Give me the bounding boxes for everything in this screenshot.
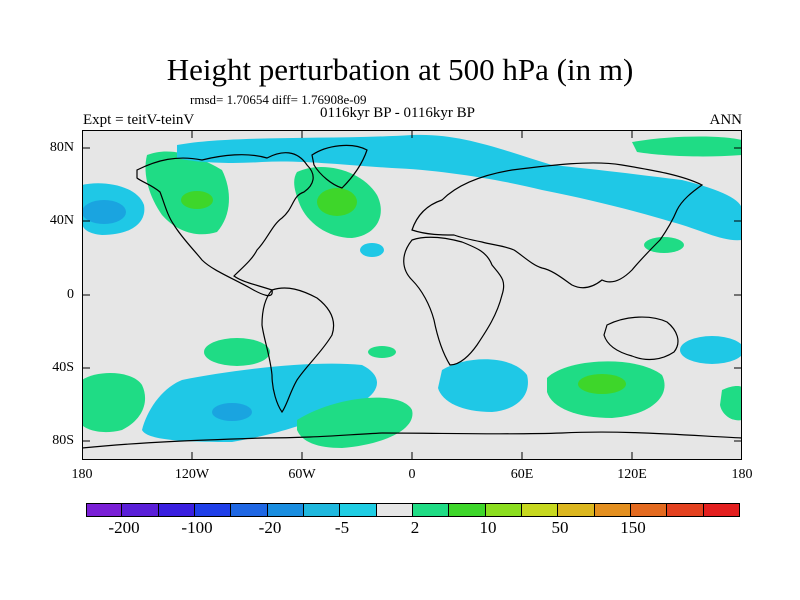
shaded-contours xyxy=(82,134,742,448)
contour-blue-s-pacific-west xyxy=(680,336,742,364)
coast-africa xyxy=(403,236,505,366)
colorbar xyxy=(86,503,740,517)
coast-south-america xyxy=(261,287,335,414)
coast-greenland xyxy=(311,144,368,189)
colorbar-cell xyxy=(122,503,159,517)
colorbar-label: 2 xyxy=(410,518,420,537)
colorbar-cell xyxy=(703,503,740,517)
contour-green-s-pacific-east xyxy=(204,338,270,366)
lat-label-0: 0 xyxy=(67,287,74,302)
coast-australia xyxy=(603,316,679,361)
lat-label-80s: 80S xyxy=(52,433,74,448)
colorbar-cell xyxy=(485,503,522,517)
colorbar-cell xyxy=(158,503,195,517)
colorbar-cell xyxy=(340,503,377,517)
contour-blue-arctic xyxy=(177,134,742,241)
lon-label-60w: 60W xyxy=(288,467,316,482)
lon-label-120e: 120E xyxy=(617,467,647,482)
lon-label-180e: 180 xyxy=(731,467,753,482)
colorbar-cell xyxy=(376,503,413,517)
contour-green-w-pacific xyxy=(644,237,684,253)
coast-antarctica xyxy=(82,431,742,449)
contour-mid-blue-n-pacific xyxy=(82,200,126,224)
lon-label-180w: 180 xyxy=(71,467,93,482)
colorbar-cell xyxy=(558,503,595,517)
contour-mid-blue-s-pacific xyxy=(212,403,252,421)
lat-label-80n: 80N xyxy=(49,140,74,155)
contour-mid-green-n-atlantic xyxy=(317,188,357,216)
colorbar-cell xyxy=(231,503,268,517)
rmsd-diff-stats: rmsd= 1.70654 diff= 1.76908e-09 xyxy=(190,92,367,107)
contour-mid-green-n-america xyxy=(181,191,213,209)
lon-label-0: 0 xyxy=(408,467,416,482)
colorbar-label: -5 xyxy=(334,518,350,537)
coast-north-america xyxy=(136,152,314,297)
colorbar-label: 50 xyxy=(551,518,569,537)
contour-blue-tropical-atlantic xyxy=(360,243,384,257)
colorbar-label: 10 xyxy=(479,518,497,537)
contour-green-s-atlantic-small xyxy=(368,346,396,358)
colorbar-cell xyxy=(195,503,232,517)
lon-label-120w: 120W xyxy=(174,467,210,482)
contour-blue-indian-ocean xyxy=(438,359,528,412)
map-panel xyxy=(82,130,742,460)
colorbar-label: -200 xyxy=(108,518,140,537)
contour-green-drake xyxy=(297,397,413,448)
axis-ticks xyxy=(82,130,742,460)
colorbar-cell xyxy=(86,503,123,517)
colorbar-cell xyxy=(304,503,341,517)
colorbar-cell xyxy=(449,503,486,517)
colorbar-cell xyxy=(667,503,704,517)
contour-mid-green-s-indian xyxy=(578,374,626,394)
period-label: 0116kyr BP - 0116kyr BP xyxy=(320,105,476,121)
coast-eurasia xyxy=(411,162,704,289)
colorbar-label: -20 xyxy=(258,518,282,537)
lat-label-40s: 40S xyxy=(52,360,74,375)
contour-green-s-pacific-far-east xyxy=(720,385,742,421)
contour-green-arctic-east xyxy=(632,136,742,157)
contour-blue-s-pacific xyxy=(142,363,377,442)
world-map-svg xyxy=(82,130,742,460)
contour-green-s-pacific-far-west xyxy=(82,373,146,433)
coastlines xyxy=(82,144,742,449)
experiment-label: Expt = teitV-teinV xyxy=(83,112,195,128)
map-title: Height perturbation at 500 hPa (in m) xyxy=(166,52,634,87)
colorbar-cell xyxy=(413,503,450,517)
colorbar-cell xyxy=(267,503,304,517)
colorbar-cell xyxy=(594,503,631,517)
lat-label-40n: 40N xyxy=(49,213,74,228)
colorbar-label: 150 xyxy=(620,518,646,537)
colorbar-cell xyxy=(522,503,559,517)
colorbar-cell xyxy=(631,503,668,517)
colorbar-label: -100 xyxy=(181,518,213,537)
lon-label-60e: 60E xyxy=(510,467,534,482)
contour-green-n-america xyxy=(145,151,229,235)
season-label: ANN xyxy=(709,112,743,128)
